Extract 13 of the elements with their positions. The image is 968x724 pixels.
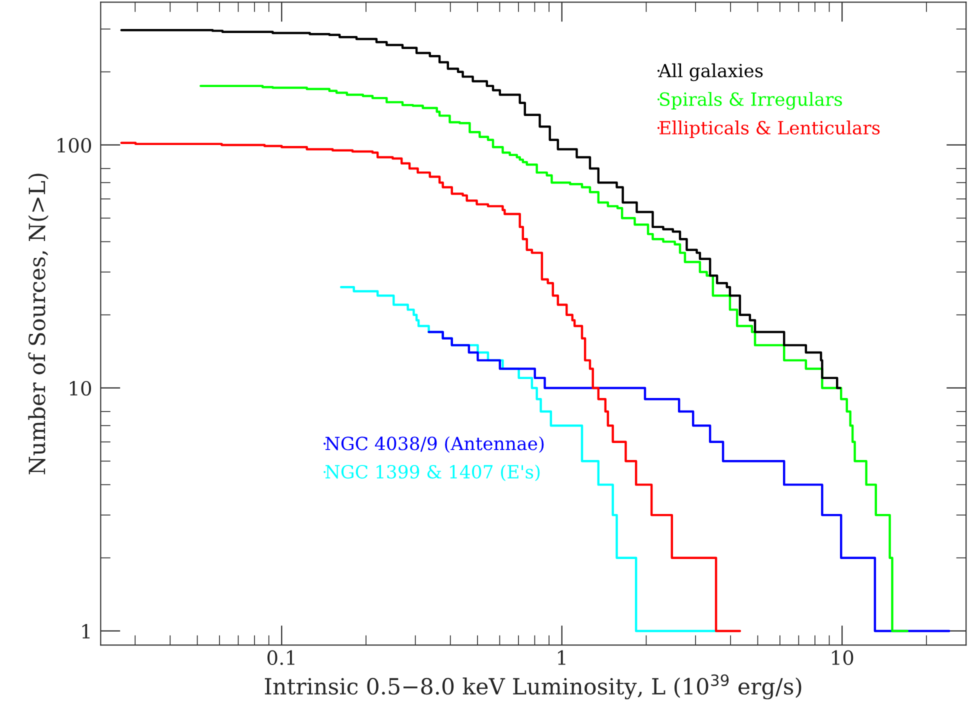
legend-label: NGC 1399 & 1407 (E's) [326, 464, 540, 482]
x-axis-title: Intrinsic 0.5−8.0 keV Luminosity, L (10$^{39}$ erg/s) [264, 674, 802, 700]
x-tick-label: 0.1 [267, 650, 294, 665]
x-tick-label: 10 [832, 650, 854, 665]
y-tick-label: 1 [82, 624, 90, 638]
y-tick-label: 100 [58, 138, 92, 153]
legend-label: Ellipticals & Lenticulars [660, 120, 880, 138]
y-axis-title: Number of Sources, N(>L) [28, 174, 49, 474]
legend-label: All galaxies [658, 63, 763, 82]
legend-label: NGC 4038/9 (Antennae) [326, 436, 544, 453]
x-tick-label: 1 [558, 650, 566, 665]
legend-label: Spirals & Irregulars [660, 92, 842, 110]
y-tick-label: 10 [70, 380, 92, 396]
